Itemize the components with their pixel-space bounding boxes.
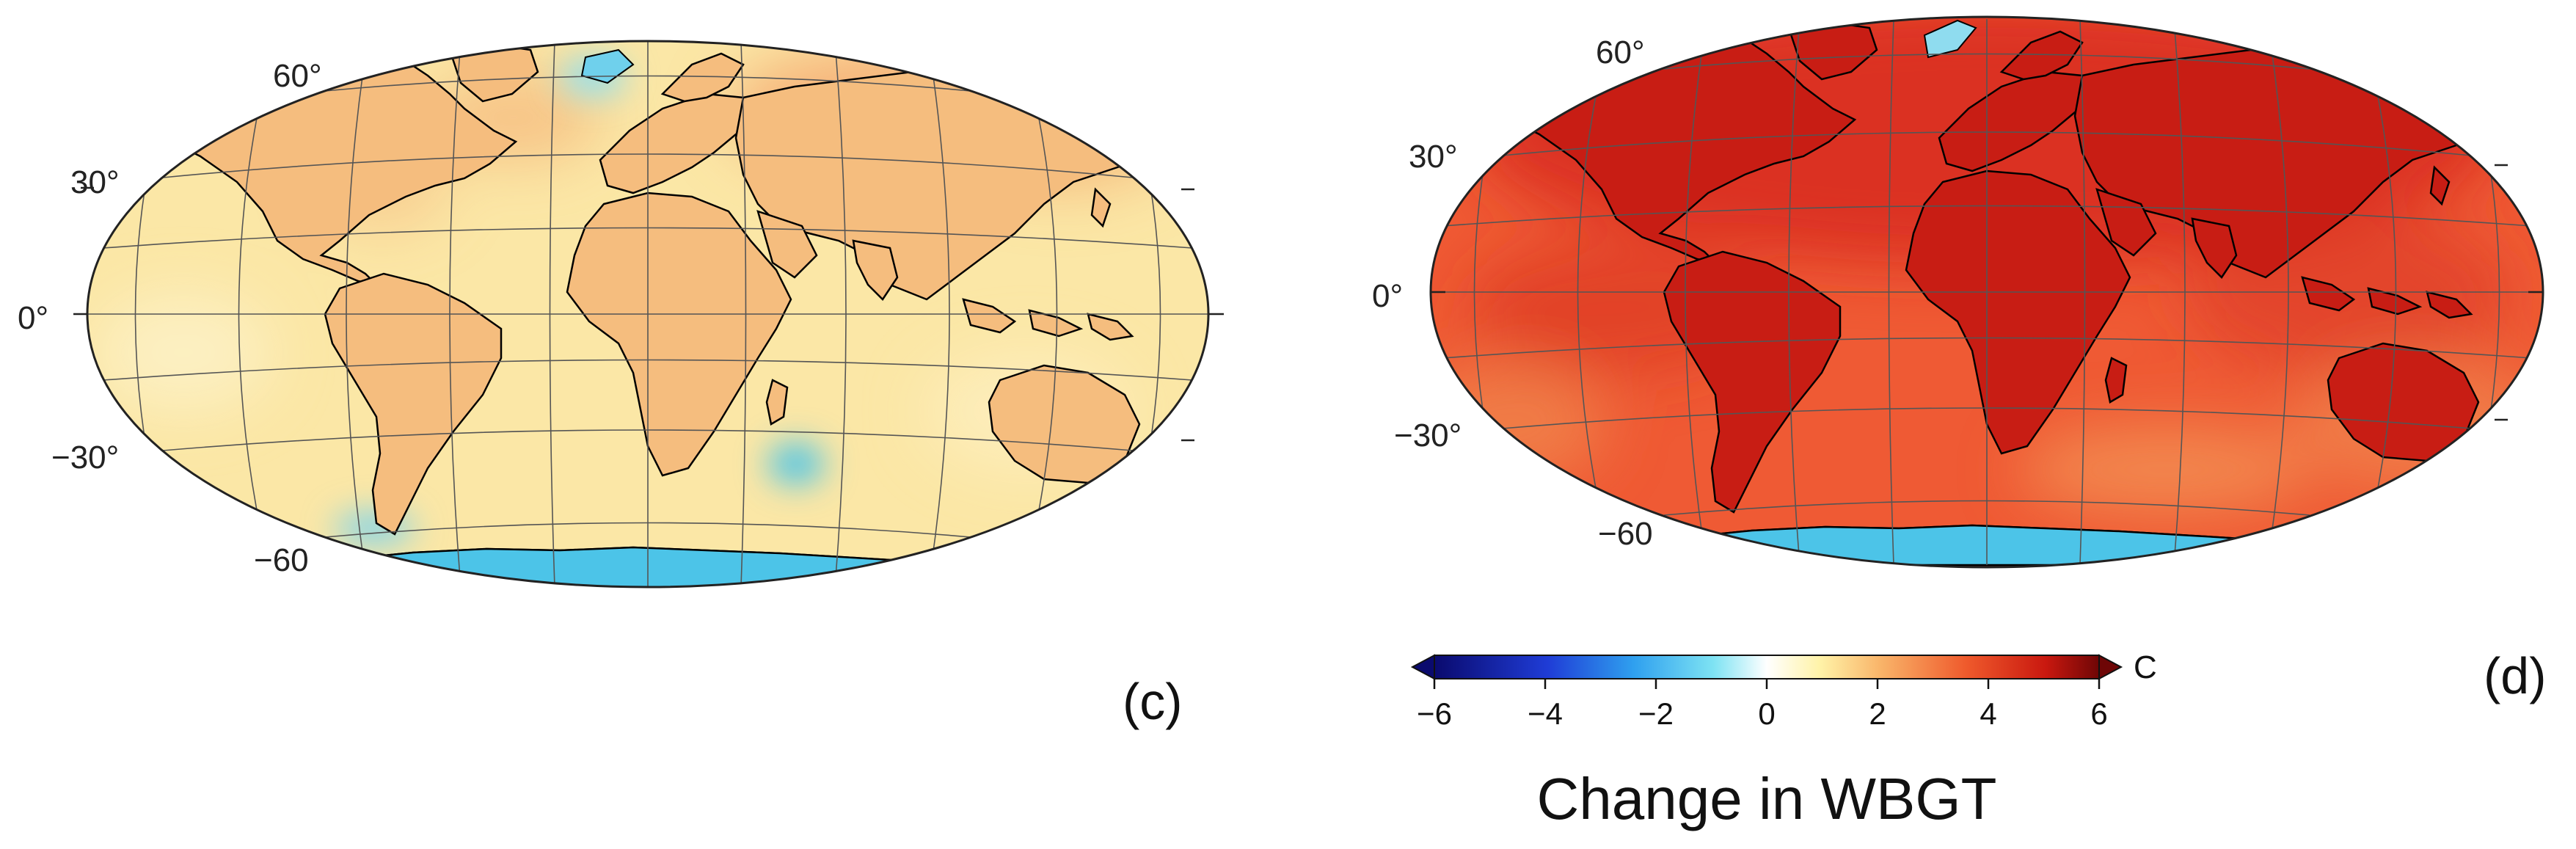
colorbar-unit: C bbox=[2134, 649, 2157, 685]
lat-label-30-c: 30° bbox=[70, 164, 120, 200]
map-panel-c: 60° 30° 0° −30° −60 (c) bbox=[18, 40, 1224, 730]
lat-label-neg30-c: −30° bbox=[51, 440, 119, 475]
colorbar-ticks: −6 −4 −2 0 2 4 6 bbox=[1417, 679, 2108, 731]
lat-label-neg60-c: −60 bbox=[254, 542, 309, 578]
ice-patch-d bbox=[1923, 19, 1977, 59]
lat-label-60-d: 60° bbox=[1596, 34, 1645, 70]
map-panel-d: 60° 30° 0° −30° −60 (d) bbox=[1372, 15, 2547, 704]
colorbar-tick-label: −2 bbox=[1638, 696, 1674, 731]
graticule-c bbox=[87, 41, 1208, 587]
panel-label-c: (c) bbox=[1123, 673, 1183, 730]
lat-label-30-d: 30° bbox=[1409, 139, 1458, 175]
lat-label-0-d: 0° bbox=[1372, 278, 1403, 314]
lat-label-neg60-d: −60 bbox=[1598, 516, 1653, 552]
colorbar-tick-label: 4 bbox=[1980, 696, 1996, 731]
colorbar-gradient bbox=[1434, 655, 2100, 679]
colorbar-max-arrow bbox=[2098, 654, 2123, 680]
colorbar-min-arrow bbox=[1410, 654, 1435, 680]
lat-label-0-c: 0° bbox=[18, 300, 48, 336]
colorbar-tick-label: −6 bbox=[1417, 696, 1452, 731]
panel-label-d: (d) bbox=[2484, 647, 2547, 704]
colorbar-tick-label: −4 bbox=[1528, 696, 1563, 731]
lat-label-60-c: 60° bbox=[273, 58, 322, 94]
colorbar-tick-label: 6 bbox=[2090, 696, 2107, 731]
lat-ticks-c bbox=[73, 186, 1224, 442]
colorbar-title: Change in WBGT bbox=[1537, 766, 1997, 831]
colorbar-tick-label: 2 bbox=[1869, 696, 1886, 731]
lat-ticks-d bbox=[1431, 164, 2543, 421]
colorbar-tick-label: 0 bbox=[1758, 696, 1775, 731]
lat-label-neg30-d: −30° bbox=[1394, 418, 1462, 453]
colorbar: C −6 −4 −2 0 2 4 6 Change in WBGT bbox=[1410, 649, 2157, 831]
ice-patch-c bbox=[580, 48, 635, 84]
graticule-d bbox=[1431, 18, 2543, 566]
